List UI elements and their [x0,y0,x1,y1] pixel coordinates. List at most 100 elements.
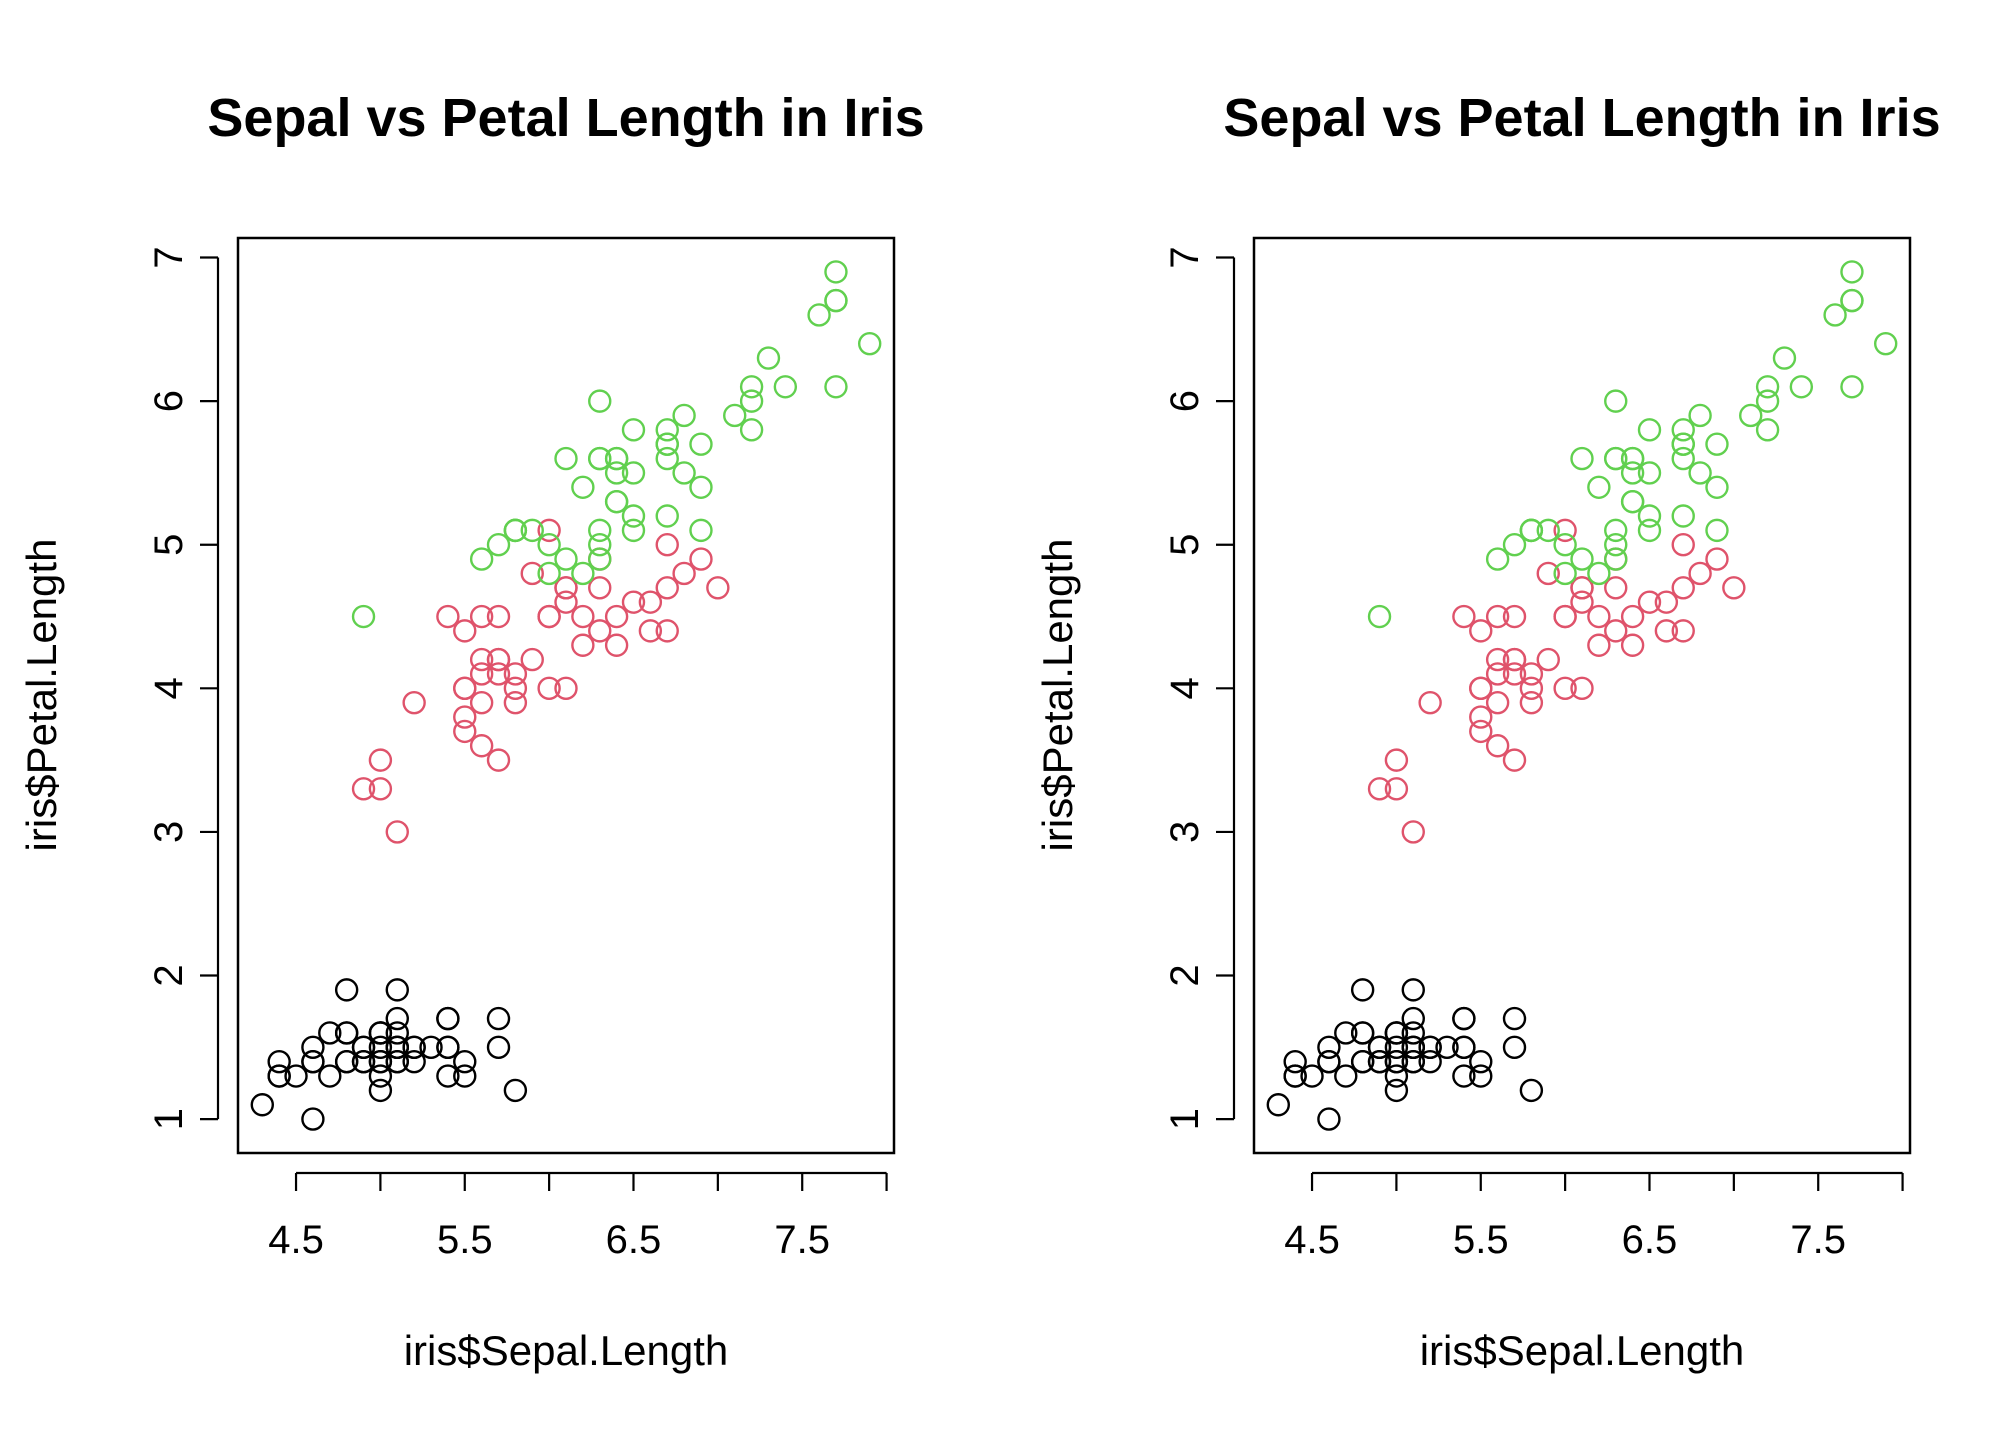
data-point [1671,576,1695,600]
data-point [672,461,696,485]
data-point [1705,518,1729,543]
data-point [453,1049,477,1074]
data-point [655,418,679,442]
data-point [1452,1006,1476,1031]
data-point [1384,777,1409,801]
data-point [1367,604,1392,629]
data-point [571,633,595,657]
data-point [1384,1049,1409,1074]
data-point [385,978,409,1002]
data-point [1519,1078,1544,1103]
data-point [385,1006,409,1031]
data-point [1840,260,1864,284]
data-point [486,1006,511,1031]
data-point [1485,690,1510,715]
data-point [689,547,713,571]
data-point [537,518,561,543]
data-point [1469,719,1493,744]
data-point [1485,662,1510,686]
data-point [554,547,578,571]
data-point [520,647,544,672]
data-point [1317,1035,1341,1060]
data-point [1654,590,1679,614]
data-point [453,1064,477,1088]
data-point [1418,1035,1442,1060]
y-axis-label: iris$Petal.Length [18,539,65,852]
data-point [385,820,409,844]
data-point [1418,690,1442,715]
x-tick-label: 6.5 [1622,1218,1678,1262]
x-axis-label: iris$Sepal.Length [1420,1327,1745,1374]
data-point [486,647,511,672]
data-point [773,375,798,399]
data-point [1384,1078,1409,1103]
data-point [1604,619,1628,643]
data-point [1418,1049,1442,1074]
data-point [1502,748,1527,772]
data-point [351,1035,376,1060]
data-point [1739,403,1763,428]
data-point [554,576,578,600]
data-point [537,676,561,701]
data-point [1502,1035,1527,1060]
data-point [1570,590,1594,614]
y-tick-label: 7 [1163,246,1207,268]
scatter-panel-2: Sepal vs Petal Length in Iris iris$Sepal… [1034,88,1941,1374]
data-point [824,260,848,284]
y-tick-label: 4 [147,677,191,699]
data-point [1840,288,1864,313]
data-point [604,461,629,485]
data-point [453,719,477,744]
data-point [503,518,528,543]
data-point [1317,1049,1341,1074]
data-point [1452,1064,1476,1088]
data-point [858,331,882,356]
axis-ticks: 4.5 5.5 6.5 7.5 1 2 3 4 5 6 7 [1163,246,1904,1262]
data-point [1671,504,1695,528]
data-point [1469,705,1493,729]
data-point [318,1064,342,1088]
data-point [1654,619,1679,643]
data-point [1587,633,1611,657]
scatter-panel-1: Sepal vs Petal Length in Iris iris$Sepal… [18,88,925,1374]
data-point [588,446,612,471]
data-point [1367,1049,1392,1074]
data-point [1587,561,1611,586]
data-point [655,504,679,528]
data-point [436,1035,460,1060]
data-point [1553,561,1577,586]
data-point [284,1064,308,1088]
data-point [1334,1064,1358,1088]
data-point [1469,619,1493,643]
data-point [503,1078,528,1103]
y-tick-label: 5 [147,534,191,556]
data-point [385,1035,409,1060]
data-point [1688,403,1712,428]
y-axis-label: iris$Petal.Length [1034,539,1081,852]
data-point [368,1021,393,1045]
x-tick-label: 5.5 [437,1218,493,1262]
data-point [1519,690,1544,715]
data-point [537,533,561,557]
data-point [1367,777,1392,801]
data-point [1485,734,1510,758]
data-point [436,604,460,629]
data-point [469,662,494,686]
y-tick-label: 5 [1163,534,1207,556]
data-point [1637,518,1662,543]
data-point [1401,978,1425,1002]
data-point [554,676,578,701]
data-point [334,1021,359,1045]
data-point [672,561,696,586]
data-point [1334,1021,1358,1045]
x-tick-label: 7.5 [774,1218,830,1262]
data-point [402,690,426,715]
x-tick-label: 5.5 [1453,1218,1509,1262]
data-point [689,432,713,456]
data-point [1671,418,1695,442]
data-point [689,475,713,499]
data-point [1671,446,1695,471]
data-point [1570,676,1594,701]
data-point [756,346,781,370]
data-point [1671,619,1695,643]
